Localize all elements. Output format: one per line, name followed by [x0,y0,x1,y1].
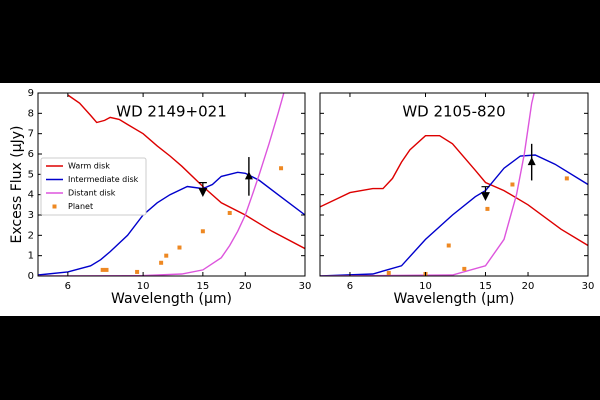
planet-point [510,182,515,187]
x-tick-label: 10 [137,281,150,292]
planet-point [100,267,105,272]
x-tick-label: 6 [347,281,353,292]
planet-point [462,266,467,271]
x-tick-label: 10 [419,281,432,292]
planet-point [386,270,391,275]
planet-point [135,269,140,274]
y-tick-label: 3 [28,210,34,221]
y-tick-label: 9 [28,88,34,99]
panel-title: WD 2105-820 [402,103,505,121]
detection [527,157,536,166]
legend-label: Distant disk [68,189,116,198]
legend-box [40,157,147,216]
curve [38,93,285,276]
y-axis-label: Excess Flux (μJy) [9,125,25,243]
curve [67,94,305,250]
x-tick-label: 30 [582,281,595,292]
x-tick-label: 15 [479,281,492,292]
curve [320,135,588,247]
panel-title: WD 2149+021 [116,103,227,121]
planet-point [104,267,109,272]
planet-point [159,260,164,265]
axes-frame [37,92,306,277]
planet-point [279,166,284,171]
plot-area [320,93,588,276]
x-tick-label: 30 [299,281,312,292]
y-tick-label: 4 [28,190,34,201]
upper-limit [198,182,208,197]
planet-point [164,253,169,258]
planet-point [227,210,232,215]
planet-point [485,206,490,211]
legend-swatch [52,204,57,209]
y-tick-label: 5 [28,169,34,180]
x-tick-label: 6 [65,281,71,292]
x-tick-label: 20 [239,281,252,292]
y-tick-label: 6 [28,149,34,160]
x-axis-label: Wavelength (μm) [394,291,515,307]
y-tick-label: 7 [28,129,34,140]
planet-point [200,229,205,234]
x-tick-label: 20 [522,281,535,292]
x-tick-label: 15 [196,281,209,292]
planet-point [446,243,451,248]
legend-label: Warm disk [68,162,110,171]
planet-point [177,245,182,250]
legend-label: Planet [68,202,93,211]
upper-limit [481,186,490,202]
axes-frame [319,92,589,277]
y-tick-label: 0 [28,271,34,282]
x-axis-label: Wavelength (μm) [111,291,232,307]
planet-point [564,176,569,181]
y-tick-label: 2 [28,230,34,241]
y-tick-label: 8 [28,108,34,119]
detection [244,171,253,180]
y-tick-label: 1 [28,251,34,262]
curve [320,154,588,276]
legend-label: Intermediate disk [68,175,139,184]
curve [320,93,535,276]
